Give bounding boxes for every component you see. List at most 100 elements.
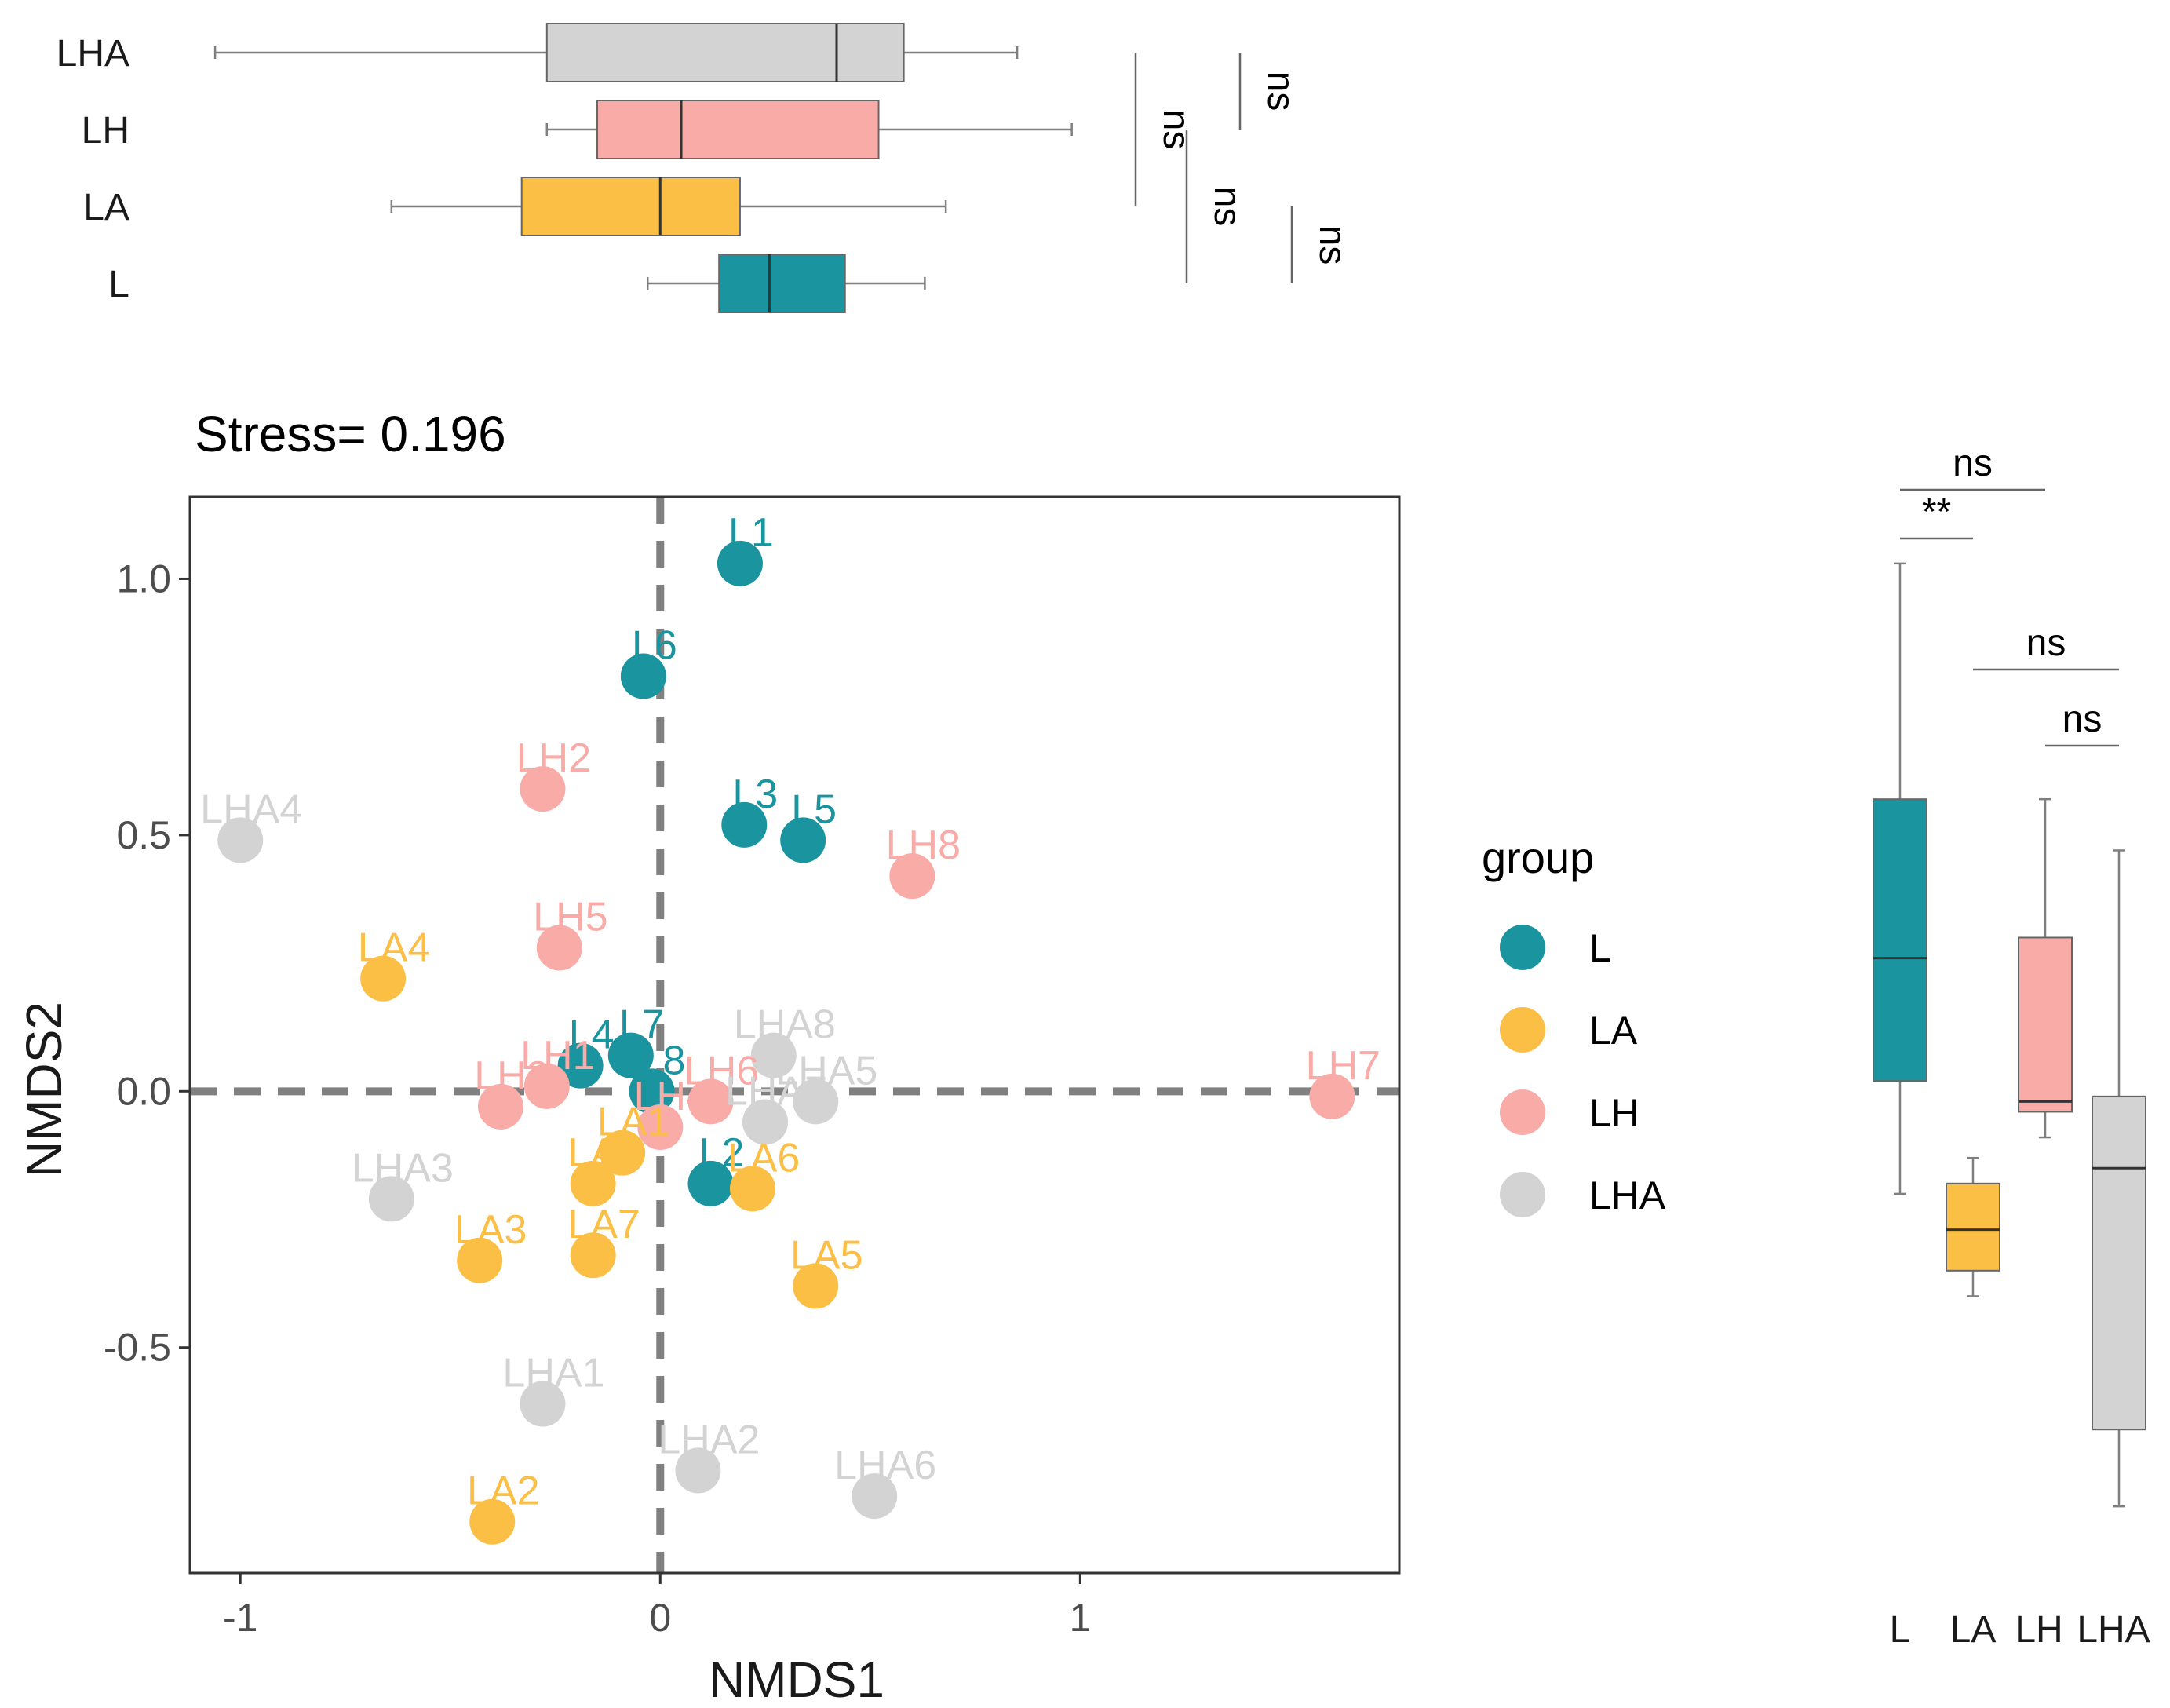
top-box-label-LH: LH (82, 110, 129, 151)
x-axis-label: NMDS1 (709, 1651, 884, 1708)
point-label-LA5: LA5 (790, 1232, 863, 1278)
legend-title: group (1482, 833, 1594, 882)
top-box-LA (520, 177, 741, 236)
point-LH2 (520, 766, 566, 812)
point-LA3 (457, 1237, 503, 1283)
top-box-LHA (545, 23, 905, 82)
right-box-L (1873, 798, 1927, 1082)
point-LH1 (523, 1063, 570, 1109)
point-label-LH6: LH6 (684, 1048, 759, 1093)
right-cat-label-LA: LA (1950, 1609, 1997, 1651)
top-box-label-LHA: LHA (57, 33, 129, 75)
point-LH3 (477, 1083, 523, 1130)
point-LHA4 (217, 817, 264, 863)
top-box-L (718, 254, 846, 313)
right-box-LHA (2092, 1095, 2146, 1431)
point-L6 (620, 653, 666, 699)
point-LA7 (570, 1232, 616, 1279)
point-label-LHA1: LHA1 (502, 1351, 604, 1396)
point-LA1 (600, 1130, 646, 1176)
point-label-L3: L3 (732, 772, 778, 817)
point-L2 (687, 1160, 734, 1206)
legend: group L LA LH LHA (1482, 833, 1666, 1217)
point-label-LHA4: LHA4 (200, 786, 302, 832)
point-label-LH8: LH8 (886, 823, 961, 868)
right-sig-label: ns (2062, 699, 2103, 740)
point-label-L6: L6 (632, 623, 677, 669)
legend-key-LA (1500, 1007, 1545, 1053)
point-LHA7 (742, 1099, 789, 1145)
right-cat-label-LH: LH (2015, 1609, 2062, 1651)
point-LHA8 (750, 1032, 797, 1078)
point-label-LA2: LA2 (467, 1469, 540, 1514)
point-label-LA7: LA7 (567, 1202, 640, 1247)
right-cat-label-L: L (1890, 1609, 1911, 1651)
point-label-LH5: LH5 (533, 895, 607, 940)
right-sig-label: ns (1953, 443, 1993, 484)
point-L4 (557, 1042, 604, 1089)
point-label-LH4: LH4 (634, 1074, 709, 1119)
point-LH8 (889, 853, 935, 900)
point-LHA5 (793, 1078, 839, 1125)
point-label-L5: L5 (791, 786, 837, 832)
y-tick-label: 1.0 (116, 557, 171, 600)
x-tick-label: -1 (223, 1596, 257, 1640)
point-L7 (607, 1032, 654, 1078)
point-label-L8: L8 (640, 1038, 686, 1083)
point-LH4 (637, 1104, 684, 1151)
point-label-LH1: LH1 (520, 1033, 595, 1078)
chart-title: Stress= 0.196 (195, 406, 506, 462)
y-tick-label: 0.5 (116, 813, 171, 857)
top-sig-label: ns (1155, 110, 1197, 150)
legend-label-LA: LA (1589, 1009, 1638, 1053)
top-sig-label: ns (1311, 225, 1353, 265)
point-LH6 (687, 1078, 734, 1125)
point-label-LA3: LA3 (454, 1207, 527, 1253)
point-LA5 (793, 1263, 839, 1309)
point-label-LHA8: LHA8 (734, 1002, 836, 1048)
point-label-LH7: LH7 (1306, 1043, 1380, 1089)
x-tick-label: 1 (1069, 1596, 1091, 1640)
top-sig-label: ns (1260, 71, 1301, 111)
right-sig-label: ns (2026, 622, 2066, 664)
point-LA2 (469, 1498, 516, 1545)
y-tick-label: -0.5 (104, 1326, 171, 1370)
point-LA6 (729, 1166, 775, 1212)
point-label-LH2: LH2 (516, 735, 591, 781)
point-LHA1 (520, 1381, 566, 1427)
y-axis-label: NMDS2 (16, 1002, 72, 1177)
point-label-L7: L7 (619, 1002, 665, 1048)
point-label-LHA7: LHA7 (725, 1068, 827, 1114)
point-L5 (780, 817, 826, 863)
top-sig-label: ns (1206, 187, 1248, 227)
point-label-LH3: LH3 (474, 1053, 549, 1099)
point-LA4 (360, 955, 407, 1002)
point-L3 (721, 801, 768, 848)
point-LHA2 (675, 1447, 721, 1494)
right-box-LA (1946, 1182, 2000, 1272)
point-LHA6 (852, 1473, 898, 1520)
plot-border (188, 495, 1401, 1575)
y-tick-label: 0.0 (116, 1069, 171, 1113)
point-label-LHA3: LHA3 (352, 1145, 454, 1191)
point-label-L1: L1 (728, 510, 774, 556)
point-LHA3 (368, 1176, 414, 1222)
point-L8 (629, 1068, 675, 1115)
top-box-label-L: L (108, 264, 129, 305)
point-label-LA4: LA4 (358, 925, 431, 971)
point-LH7 (1309, 1073, 1355, 1119)
point-LH5 (536, 925, 582, 971)
point-label-LA8: LA8 (567, 1130, 640, 1176)
point-label-L4: L4 (569, 1013, 615, 1058)
legend-key-L (1500, 925, 1545, 970)
point-label-LA1: LA1 (597, 1100, 670, 1145)
legend-label-LH: LH (1589, 1091, 1639, 1135)
right-cat-label-LHA: LHA (2077, 1609, 2150, 1651)
point-label-L2: L2 (699, 1130, 745, 1176)
legend-label-L: L (1589, 926, 1611, 970)
point-label-LHA2: LHA2 (658, 1417, 760, 1462)
